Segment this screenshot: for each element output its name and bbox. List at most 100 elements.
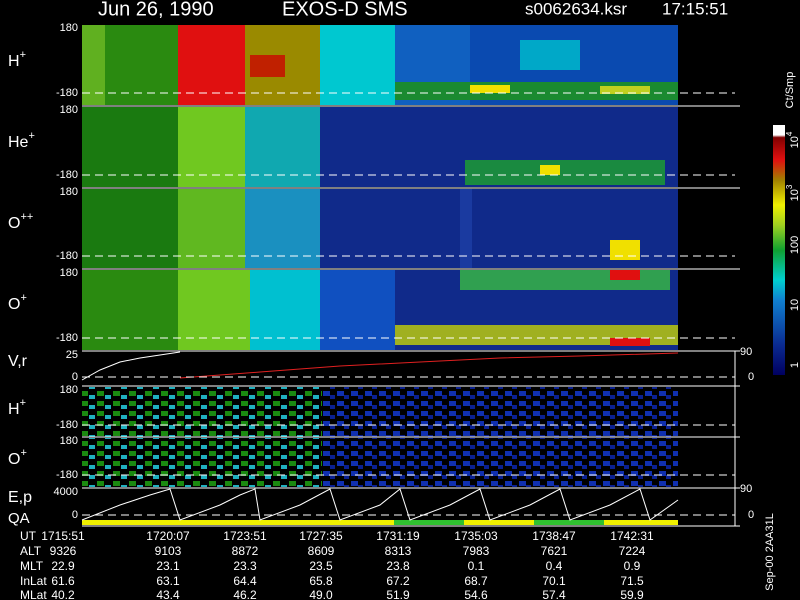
cell: 8872 <box>232 544 259 558</box>
tick-label: 0 <box>72 509 78 521</box>
exp: 4 <box>785 131 794 136</box>
cell: 1742:31 <box>610 529 654 543</box>
label: V,r <box>8 353 28 370</box>
base: 10 <box>789 189 800 201</box>
panel-label: He+ <box>8 130 35 151</box>
cell: 23.8 <box>386 559 410 573</box>
label: E,p <box>8 489 32 506</box>
cell: 46.2 <box>233 588 257 600</box>
base: 10 <box>789 136 800 148</box>
tick-label: 4000 <box>54 486 78 498</box>
cell: 67.2 <box>386 574 410 588</box>
charge: + <box>20 49 26 61</box>
labels: Jun 26, 1990 EXOS-D SMS s0062634.ksr 17:15:… <box>8 0 800 600</box>
tick-label: 0 <box>72 371 78 383</box>
right-tick-label: 0 <box>748 371 754 383</box>
panel-label: H+ <box>8 397 26 418</box>
colorbar-tick: 10 <box>789 299 800 311</box>
charge: + <box>20 447 26 459</box>
date: Jun 26, 1990 <box>98 0 214 20</box>
cell: 49.0 <box>309 588 333 600</box>
cell: 7224 <box>619 544 646 558</box>
cell: 71.5 <box>620 574 644 588</box>
cell: 1723:51 <box>223 529 267 543</box>
cell: 1715:51 <box>41 529 85 543</box>
tick-label: 180 <box>60 384 78 396</box>
cell: 64.4 <box>233 574 257 588</box>
cell: 1735:03 <box>454 529 498 543</box>
cell: 59.9 <box>620 588 644 600</box>
instrument: EXOS-D SMS <box>282 0 408 20</box>
tick-label: 180 <box>60 435 78 447</box>
file: s0062634.ksr <box>525 0 627 18</box>
frame <box>82 105 740 527</box>
cell: 0.1 <box>468 559 485 573</box>
cell: 65.8 <box>309 574 333 588</box>
right-tick-label: 0 <box>748 509 754 521</box>
colorbar-tick: 100 <box>789 236 800 254</box>
cell: 23.5 <box>309 559 333 573</box>
colorbar <box>773 125 785 375</box>
cell: 23.1 <box>156 559 180 573</box>
cell: 70.1 <box>542 574 566 588</box>
colorbar-tick: 104 <box>785 131 800 148</box>
panel-label: O+ <box>8 292 27 313</box>
right-tick-label: 90 <box>740 483 752 495</box>
tick-label: 180 <box>60 22 78 34</box>
tick-label: 180 <box>60 186 78 198</box>
cell: 7983 <box>463 544 490 558</box>
row-label: MLT <box>20 559 44 573</box>
cell: 1720:07 <box>146 529 190 543</box>
charge: + <box>20 397 26 409</box>
tick-label: 180 <box>60 267 78 279</box>
charge: + <box>28 130 34 142</box>
footer: Sep-00 2AA31L <box>764 513 776 591</box>
cell: 1731:19 <box>376 529 420 543</box>
tick-label: 25 <box>66 349 78 361</box>
right-tick-label: 90 <box>740 346 752 358</box>
tick-label: -180 <box>56 469 78 481</box>
label: O <box>8 296 20 313</box>
cell: 40.2 <box>51 588 75 600</box>
row-label: UT <box>20 529 37 543</box>
cell: 8609 <box>308 544 335 558</box>
tick-label: -180 <box>56 87 78 99</box>
label: H <box>8 401 20 418</box>
row-label: ALT <box>20 544 42 558</box>
cell: 61.6 <box>51 574 75 588</box>
label: He <box>8 134 29 151</box>
cell: 9326 <box>50 544 77 558</box>
label: H <box>8 53 20 70</box>
cell: 9103 <box>155 544 182 558</box>
tick-label: -180 <box>56 419 78 431</box>
panel-label: O+ <box>8 447 27 468</box>
cell: 23.3 <box>233 559 257 573</box>
tick-label: -180 <box>56 169 78 181</box>
cell: 51.9 <box>386 588 410 600</box>
cell: 8313 <box>385 544 412 558</box>
cell: 22.9 <box>51 559 75 573</box>
cell: 57.4 <box>542 588 566 600</box>
row-label: InLat <box>20 574 47 588</box>
charge: + <box>20 292 26 304</box>
label: O <box>8 451 20 468</box>
panel-label: H+ <box>8 49 26 70</box>
cell: 68.7 <box>464 574 488 588</box>
label: O <box>8 215 20 232</box>
tick-label: 180 <box>60 104 78 116</box>
cell: 54.6 <box>464 588 488 600</box>
cell: 1738:47 <box>532 529 576 543</box>
panel-label: V,r <box>8 353 28 370</box>
panel-sublabel: QA <box>8 510 30 527</box>
cell: 1727:35 <box>299 529 343 543</box>
row-label: MLat <box>20 588 47 600</box>
charge: ++ <box>20 211 33 223</box>
panel-label: O++ <box>8 211 33 232</box>
time: 17:15:51 <box>662 0 728 18</box>
tick-label: -180 <box>56 332 78 344</box>
cell: 0.4 <box>546 559 563 573</box>
colorbar-unit: Ct/Smp <box>784 72 796 109</box>
cell: 7621 <box>541 544 568 558</box>
tick-label: -180 <box>56 250 78 262</box>
